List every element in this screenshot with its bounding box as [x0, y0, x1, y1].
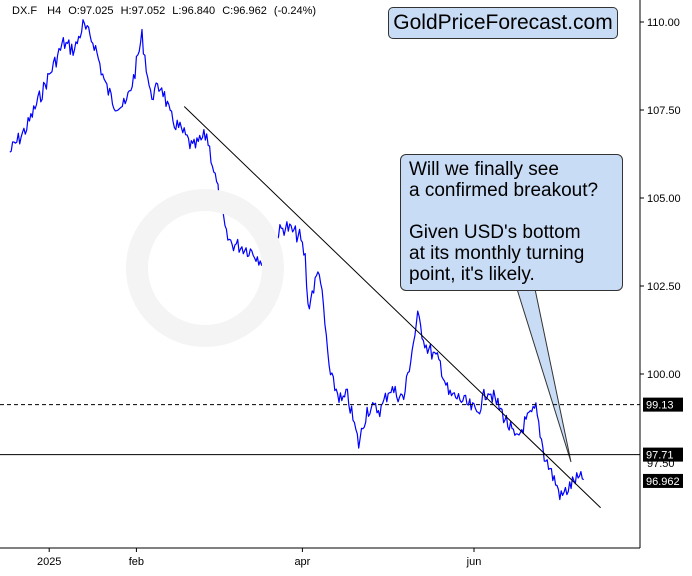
high-label: H:97.052 — [121, 5, 166, 17]
x-tick-label: feb — [129, 556, 144, 568]
brand-label: GoldPriceForecast.com — [388, 7, 618, 39]
x-tick-label: jun — [466, 556, 482, 568]
descending-trendline — [183, 106, 601, 509]
change-label: (-0.24%) — [274, 5, 316, 17]
watermark-ring — [126, 189, 284, 347]
timeframe-label: H4 — [47, 5, 61, 17]
callout-text-2: Given USD's bottom at its monthly turnin… — [409, 222, 585, 285]
y-tick-label: 105.00 — [647, 193, 681, 205]
open-label: O:97.025 — [68, 5, 113, 17]
x-tick-label: apr — [294, 556, 310, 568]
support-level-label: 97.71 — [646, 450, 674, 462]
close-label: C:96.962 — [222, 5, 267, 17]
callout-pointer — [516, 288, 572, 463]
y-tick-label: 102.50 — [647, 281, 681, 293]
series-layer — [9, 19, 584, 501]
axis-layer: 110.00107.50105.00102.50100.0097.5099.13… — [0, 0, 683, 568]
symbol-label: DX.F — [12, 5, 37, 17]
resistance-level-label: 99.13 — [646, 400, 674, 412]
y-tick-label: 107.50 — [647, 105, 681, 117]
y-tick-label: 110.00 — [647, 17, 680, 29]
low-label: L:96.840 — [172, 5, 215, 17]
price-series-line — [9, 19, 584, 501]
callout-text-1: Will we finally see a confirmed breakout… — [409, 159, 599, 201]
last-price-box — [643, 473, 683, 488]
support-level-box — [643, 447, 683, 462]
instrument-header: DX.F H4 O:97.025 H:97.052 L:96.840 C:96.… — [12, 5, 316, 17]
callout-box: Will we finally see a confirmed breakout… — [400, 154, 623, 291]
last-price-label: 96.962 — [646, 476, 680, 488]
y-tick-label: 100.00 — [647, 369, 681, 381]
x-tick-label: 2025 — [37, 556, 61, 568]
overlay-layer — [0, 106, 640, 509]
resistance-level-box — [643, 397, 683, 412]
